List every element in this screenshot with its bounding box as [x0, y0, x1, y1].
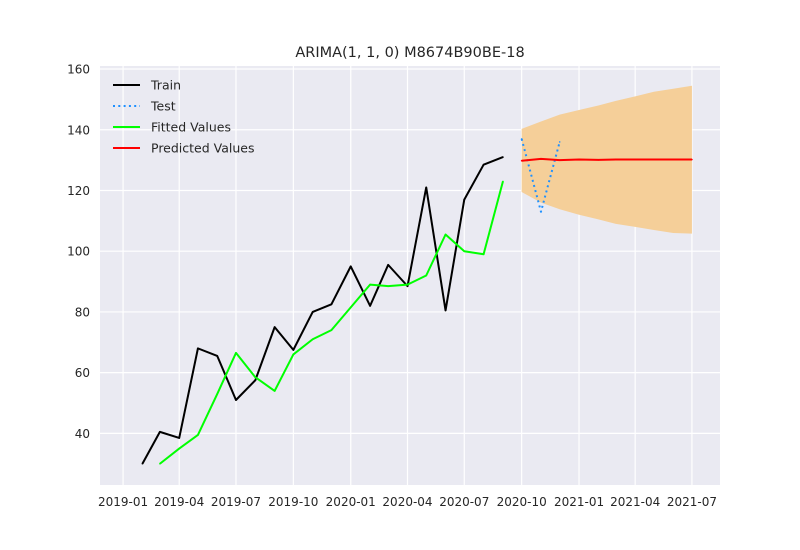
data-point: [197, 347, 199, 350]
data-point: [502, 156, 504, 158]
data-point: [540, 158, 542, 160]
data-point: [330, 329, 333, 331]
data-point: [672, 158, 675, 161]
data-point: [141, 462, 144, 465]
data-point: [558, 141, 561, 143]
data-point: [463, 250, 466, 253]
data-point: [311, 311, 314, 313]
data-point: [292, 349, 295, 351]
data-point: [369, 305, 371, 307]
series-layer: [141, 138, 693, 465]
data-point: [406, 283, 409, 286]
data-point: [578, 158, 580, 161]
legend-label: Train: [150, 78, 181, 93]
legend-label: Predicted Values: [151, 141, 255, 156]
y-tick-label: 80: [75, 305, 90, 319]
y-tick-label: 100: [67, 245, 90, 259]
x-tick-label: 2021-04: [610, 495, 660, 509]
x-tick-label: 2019-07: [211, 495, 261, 509]
data-point: [520, 138, 523, 140]
data-point: [502, 180, 504, 183]
legend: Train Test Fitted Values Predicted Values: [113, 78, 255, 156]
data-point: [653, 158, 655, 161]
x-tick-label: 2019-04: [154, 495, 204, 509]
y-tick-label: 120: [67, 184, 90, 198]
series-line-train: [141, 156, 504, 465]
data-point: [615, 158, 617, 161]
data-point: [558, 159, 561, 161]
data-point: [387, 264, 389, 266]
y-tick-label: 140: [67, 123, 90, 137]
data-point: [406, 285, 409, 287]
data-point: [444, 233, 447, 236]
data-point: [254, 379, 257, 382]
series-line-predicted-values: [521, 157, 692, 162]
data-point: [597, 159, 600, 161]
data-point: [463, 198, 466, 201]
data-point: [178, 447, 181, 450]
data-point: [482, 163, 485, 166]
data-point: [254, 376, 257, 379]
data-point: [311, 338, 314, 341]
x-tick-label: 2019-01: [98, 495, 148, 509]
data-point: [178, 437, 181, 439]
data-point: [292, 353, 295, 356]
data-point: [349, 306, 352, 309]
data-point: [235, 352, 237, 354]
data-point: [235, 399, 237, 401]
data-point: [369, 283, 371, 286]
x-tick-label: 2020-10: [497, 495, 547, 509]
data-point: [197, 434, 199, 436]
data-point: [216, 355, 219, 357]
x-tick-label: 2020-01: [326, 495, 376, 509]
x-tick-label: 2020-07: [439, 495, 489, 509]
y-tick-label: 40: [75, 427, 90, 441]
data-point: [444, 309, 447, 312]
data-point: [691, 158, 693, 161]
data-point: [159, 431, 161, 433]
data-point: [273, 390, 276, 392]
data-point: [425, 274, 428, 277]
data-point: [482, 253, 485, 256]
x-tick-label: 2021-07: [667, 495, 717, 509]
data-point: [520, 159, 523, 162]
y-tick-label: 60: [75, 366, 90, 380]
data-point: [273, 326, 276, 328]
data-point: [634, 158, 636, 161]
x-axis-tick-labels: 2019-01 2019-04 2019-07 2019-10 2020-01 2020-…: [98, 495, 717, 509]
legend-label: Fitted Values: [151, 120, 231, 135]
x-tick-label: 2019-10: [268, 495, 318, 509]
data-point: [387, 285, 389, 287]
data-point: [216, 393, 219, 395]
data-point: [159, 462, 161, 465]
data-point: [349, 265, 352, 268]
y-tick-label: 160: [67, 63, 90, 77]
data-point: [540, 210, 542, 213]
data-point: [425, 186, 428, 189]
legend-label: Test: [150, 99, 176, 114]
y-axis-tick-labels: 40 60 80 100 120 140 160: [67, 63, 90, 441]
x-tick-label: 2020-04: [382, 495, 432, 509]
x-tick-label: 2021-01: [554, 495, 604, 509]
data-point: [330, 303, 333, 306]
chart-title: ARIMA(1, 1, 0) M8674B90BE-18: [295, 45, 524, 61]
